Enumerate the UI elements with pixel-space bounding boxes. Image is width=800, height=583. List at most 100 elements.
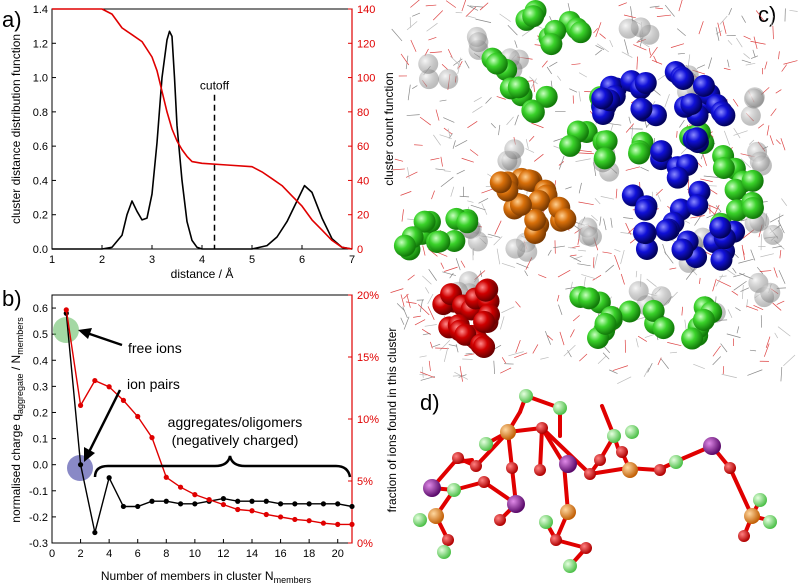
green-sphere	[595, 130, 618, 153]
solvent-bond	[506, 116, 514, 126]
solvent-bond	[422, 333, 431, 336]
solvent-bond	[708, 57, 713, 69]
chart-b-series-1-point	[92, 529, 98, 536]
chart-b-series-1-point	[177, 501, 184, 507]
solvent-bond	[625, 123, 634, 133]
chart-b-series-1-point	[263, 498, 269, 504]
solvent-bond	[731, 290, 739, 296]
solvent-bond	[516, 262, 529, 269]
solvent-bond	[427, 293, 434, 305]
solvent-bond	[722, 366, 725, 375]
solvent-bond	[656, 191, 662, 202]
solvent-bond	[703, 175, 719, 178]
solvent-bond	[747, 369, 763, 376]
solvent-bond	[467, 120, 478, 129]
chart-b-ytick-left-label: 0.6	[33, 303, 48, 315]
solvent-bond	[444, 170, 451, 172]
oligomer-ball-stick-image	[413, 389, 777, 573]
solvent-bond	[565, 186, 572, 190]
solvent-bond	[396, 303, 405, 312]
solvent-bond	[777, 326, 791, 337]
solvent-bond	[775, 89, 782, 94]
solvent-bond	[467, 200, 474, 203]
solvent-bond	[646, 278, 657, 287]
solvent-bond	[578, 182, 582, 194]
solvent-bond	[529, 76, 538, 85]
solvent-bond	[753, 304, 764, 311]
chart-b-ytick-right-label: 0%	[357, 538, 373, 550]
solvent-bond	[684, 319, 687, 332]
solvent-bond	[735, 307, 741, 312]
panel-label-d: d)	[420, 390, 440, 415]
chart-b-ytick-right-label: 5%	[357, 476, 373, 488]
red-sphere	[473, 310, 496, 333]
solvent-bond	[660, 358, 669, 369]
chart-a-ytick-left-label: 0.6	[33, 141, 48, 153]
solvent-bond	[783, 60, 798, 65]
blue-sphere	[671, 238, 694, 261]
solvent-bond	[445, 0, 457, 8]
solvent-bond	[575, 158, 591, 162]
solvent-bond	[558, 304, 563, 315]
chart-a: 1 2 3 4 5 6 7 0.0 0.2 0.4 0.6 0.8 1.0 1.2 1.4 0 20 40 60 80…	[9, 4, 396, 281]
solvent-bond	[430, 157, 440, 161]
chart-b-xtick-label: 2	[78, 548, 84, 560]
solvent-bond	[469, 149, 479, 156]
solvent-bond	[719, 275, 727, 278]
solvent-bond	[610, 217, 613, 228]
solvent-bond	[570, 329, 575, 338]
bond-stick	[540, 426, 592, 476]
solvent-bond	[618, 2, 627, 7]
translucent-sphere	[504, 139, 525, 160]
panel-label-a: a)	[2, 7, 22, 32]
solvent-bond	[400, 53, 410, 66]
chart-b-ytick-right-label: 20%	[357, 290, 379, 302]
chart-b-series-1-point	[249, 498, 255, 504]
solvent-bond	[428, 360, 431, 372]
solvent-bond	[732, 98, 739, 107]
solvent-bond	[727, 40, 733, 46]
solvent-bond	[780, 366, 783, 382]
blue-sphere	[709, 216, 732, 239]
green-sphere	[413, 210, 436, 233]
solvent-bond	[712, 278, 717, 292]
solvent-bond	[750, 249, 756, 261]
solvent-bond	[559, 331, 565, 346]
atom-red	[478, 476, 490, 488]
translucent-sphere	[468, 32, 489, 53]
chart-a-ytick-left-label: 0.0	[33, 244, 48, 256]
solvent-bond	[736, 326, 740, 334]
solvent-bond	[717, 279, 732, 287]
solvent-bond	[449, 272, 454, 279]
solvent-bond	[544, 330, 551, 345]
solvent-bond	[778, 269, 786, 284]
solvent-bond	[493, 236, 503, 246]
solvent-bond	[765, 336, 771, 349]
bond-stick	[588, 466, 630, 476]
solvent-bond	[440, 262, 445, 269]
solvent-bond	[780, 138, 786, 151]
free-ions-highlight	[53, 317, 79, 343]
cutoff-label: cutoff	[200, 79, 230, 93]
chart-b-series-2-point	[320, 520, 327, 526]
chart-b-series-2-point	[63, 307, 69, 313]
solvent-bond	[433, 134, 441, 146]
solvent-bond	[578, 91, 581, 102]
solvent-bond	[533, 81, 535, 92]
solvent-bond	[553, 245, 565, 249]
atom-orange	[428, 508, 444, 524]
solvent-bond	[755, 10, 765, 21]
green-sphere	[652, 317, 675, 340]
solvent-bond	[540, 356, 549, 360]
solvent-bond	[441, 64, 449, 70]
solvent-bond	[464, 60, 470, 69]
chart-b-series-1-point	[220, 496, 227, 502]
green-sphere	[628, 142, 651, 165]
chart-b-series-1-point	[335, 501, 341, 507]
chart-b-ticks: 0 2 4 6 8 10 12 14 16 18 20 -0.3 -0.2 -0.1 0.0 0.1 0.2 0.…	[29, 290, 379, 560]
chart-b-ytick-left-label: 0.1	[33, 434, 48, 446]
solvent-bond	[644, 334, 655, 338]
solvent-bond	[556, 294, 560, 302]
solvent-bond	[496, 96, 506, 100]
translucent-sphere	[743, 88, 764, 109]
